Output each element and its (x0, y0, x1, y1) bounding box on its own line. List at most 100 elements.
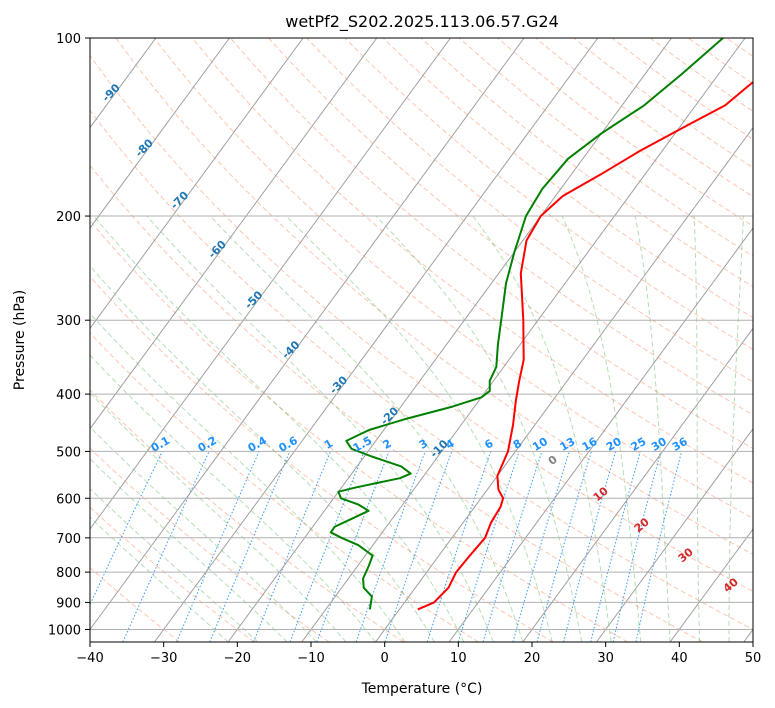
y-tick-label: 100 (56, 32, 81, 47)
dry-adiabat (230, 38, 753, 450)
moist-adiabat (90, 458, 288, 642)
moist-adiabat (90, 265, 435, 642)
y-tick-label: 300 (56, 314, 81, 329)
mixing-ratio-line (536, 451, 592, 642)
isotherm-line (0, 38, 9, 642)
isotherm-label: -60 (206, 238, 229, 261)
isotherm-line (227, 38, 672, 642)
mixing-ratio-line (563, 451, 617, 642)
moist-adiabat (146, 215, 494, 642)
moist-adiabat (90, 488, 258, 642)
dry-adiabat (90, 54, 753, 593)
dry-adiabat (420, 38, 753, 288)
isotherm-line (90, 38, 230, 229)
dry-adiabat (497, 38, 753, 227)
x-tick-label: −40 (76, 651, 103, 666)
mixing-ratio-line (316, 451, 390, 642)
x-axis-label: Temperature (°C) (361, 681, 483, 697)
x-axis-ticks: −40 −30 −20 −10 0 10 20 30 40 50 (76, 642, 761, 666)
isotherm-line (448, 227, 753, 642)
mixing-ratio-line (176, 451, 260, 642)
dry-adiabat (268, 38, 753, 416)
dry-adiabat (153, 38, 753, 519)
dewpoint-profile (329, 38, 724, 610)
dry-adiabat (90, 275, 554, 642)
isotherm-line (154, 38, 599, 642)
plot-area: -100-90-80-70-60-50-40-30-20-100.1 0.2 0.4… (0, 38, 775, 642)
isotherm-label: -40 (279, 338, 302, 361)
isotherm-line (522, 327, 753, 642)
temperature-profile (417, 80, 753, 611)
isotherm-line (375, 126, 753, 642)
moist-adiabat (561, 215, 642, 642)
x-tick-label: 50 (745, 651, 762, 666)
dry-adiabat (688, 38, 753, 85)
isotherm-line (90, 38, 304, 330)
moist-adiabat-label: 0 (546, 453, 560, 468)
dry-adiabat (90, 109, 753, 631)
dry-adiabat (459, 38, 753, 257)
plot-frame (89, 37, 754, 643)
moist-adiabat (90, 426, 317, 642)
x-tick-label: 40 (671, 651, 688, 666)
mixing-ratio-line (355, 451, 426, 642)
moist-adiabat (90, 312, 406, 642)
moist-adiabat (634, 215, 671, 642)
y-tick-label: 500 (56, 445, 81, 460)
isotherm-label: -30 (327, 373, 350, 396)
mixing-ratio-line (289, 451, 365, 642)
moist-adiabat-label: 30 (676, 545, 696, 565)
mixing-ratio-line (426, 451, 492, 642)
isotherm-label: -20 (378, 404, 401, 427)
moist-adiabat (93, 215, 465, 642)
moist-adiabat (375, 215, 583, 642)
mixing-ratio-line (90, 451, 163, 606)
dry-adiabat (115, 38, 753, 556)
x-tick-label: 20 (524, 651, 541, 666)
isotherm-line (669, 528, 753, 642)
moist-adiabat-label: 20 (632, 515, 652, 535)
isotherm-line (90, 38, 525, 631)
mixing-ratio-line (209, 451, 291, 642)
y-axis-label: Pressure (hPa) (12, 290, 28, 390)
dry-adiabat (765, 38, 775, 642)
dry-adiabat (191, 38, 753, 484)
moist-adiabat (90, 354, 376, 642)
mixing-ratio-line (253, 451, 331, 642)
moist-adiabat-label: 40 (721, 575, 741, 595)
y-tick-label: 1000 (48, 623, 81, 638)
mixing-ratio-label: 2 (381, 437, 394, 452)
isotherm-line (90, 38, 378, 430)
chart-title: wetPf2_S202.2025.113.06.57.G24 (285, 12, 559, 32)
isotherm-line (743, 628, 753, 642)
mixing-ratio-line (512, 451, 570, 642)
y-tick-label: 700 (56, 532, 81, 547)
y-axis-ticks: 100 200 300 400 500 600 700 800 900 1000 (48, 32, 90, 638)
mixing-ratio-line (457, 451, 520, 642)
x-tick-label: −30 (150, 651, 177, 666)
x-tick-label: 10 (450, 651, 467, 666)
dry-adiabat (90, 164, 703, 642)
mixing-ratio-line (590, 451, 641, 642)
mixing-ratio-line (612, 451, 662, 642)
mixing-ratio-line (482, 451, 543, 642)
moist-adiabat (90, 392, 347, 642)
dry-adiabat (90, 506, 255, 642)
isotherm-label: -80 (133, 136, 156, 159)
mixing-ratio-label: 8 (511, 437, 524, 452)
isotherm-label: -90 (100, 81, 123, 104)
dry-adiabat (90, 566, 180, 642)
mixing-ratio-line (635, 451, 683, 642)
y-tick-label: 900 (56, 596, 81, 611)
mixing-ratio-label: 6 (482, 437, 495, 452)
isotherm-line (90, 38, 451, 530)
dry-adiabat (90, 389, 404, 642)
x-tick-label: −20 (224, 651, 251, 666)
dry-adiabat (90, 447, 330, 642)
y-tick-label: 200 (56, 210, 81, 225)
dry-adiabat (535, 38, 753, 198)
dry-adiabat (726, 38, 753, 58)
dry-adiabat (649, 38, 753, 112)
moist-adiabat (285, 215, 553, 642)
y-tick-label: 800 (56, 566, 81, 581)
